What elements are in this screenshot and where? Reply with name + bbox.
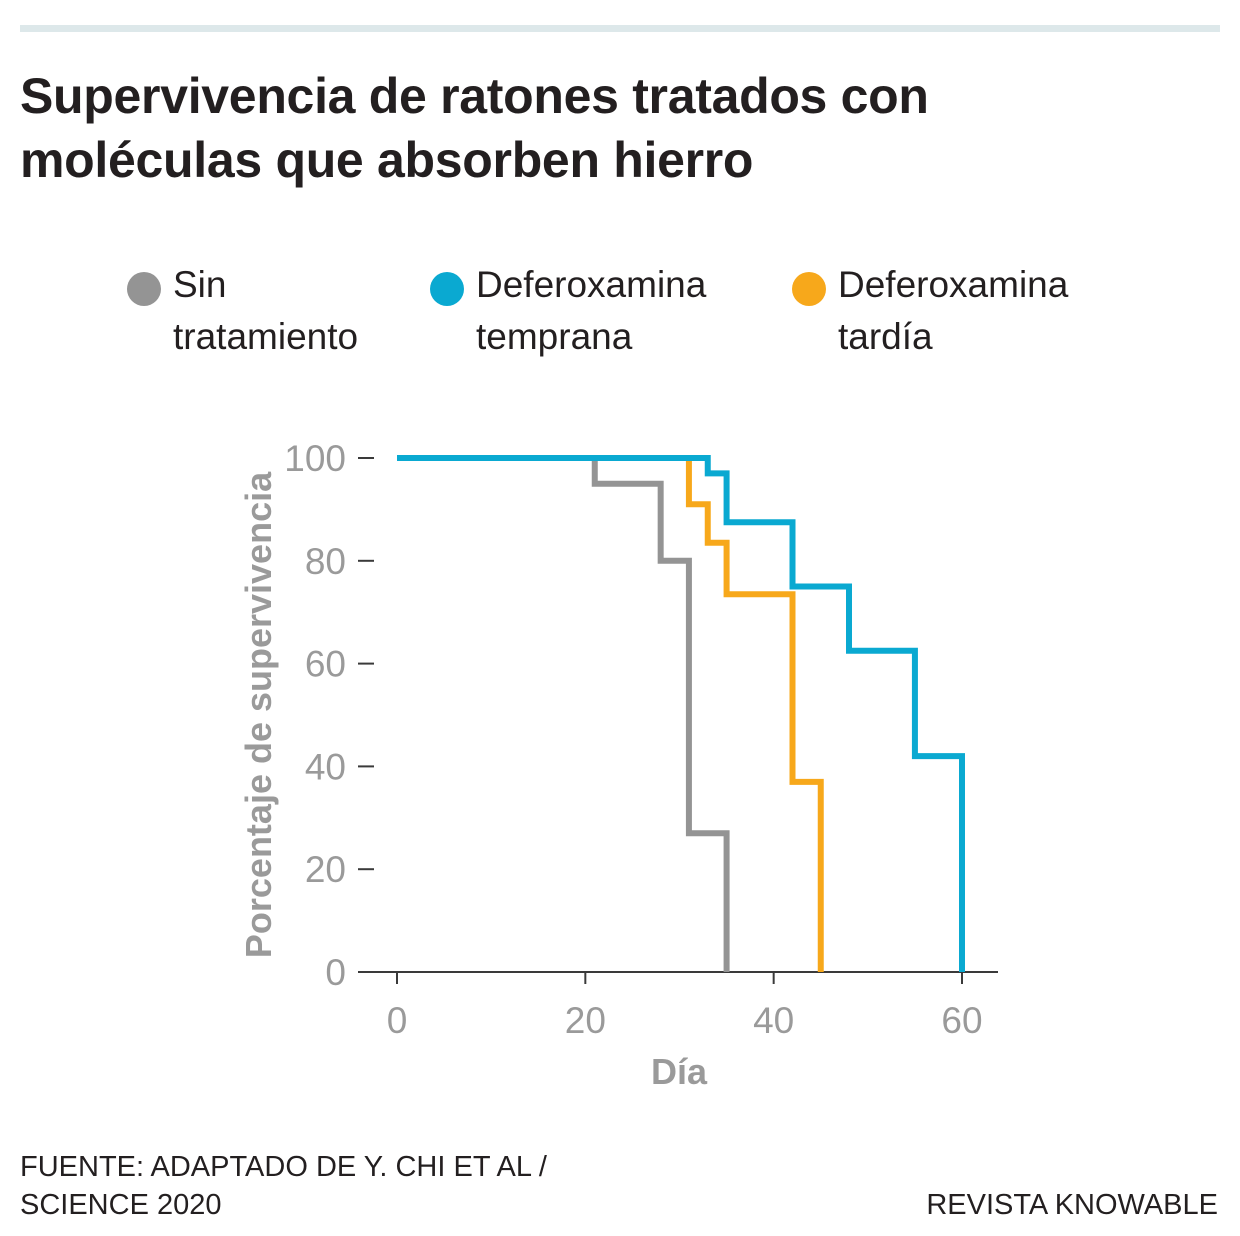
- source-line-1: FUENTE: ADAPTADO DE Y. CHI ET AL /: [20, 1151, 547, 1183]
- source-note: FUENTE: ADAPTADO DE Y. CHI ET AL / SCIEN…: [20, 1148, 547, 1224]
- y-tick-label: 40: [305, 746, 346, 787]
- legend-item-sin-tratamiento: Sin tratamiento: [127, 264, 358, 363]
- credit: REVISTA KNOWABLE: [926, 1189, 1218, 1221]
- legend-label-line-2: tratamiento: [173, 316, 359, 357]
- title-line-2: moléculas que absorben hierro: [20, 132, 754, 188]
- legend-swatch-sin-tratamiento: [127, 272, 161, 306]
- y-axis-title: Porcentaje de supervivencia: [238, 471, 279, 958]
- x-tick-label: 0: [387, 1000, 408, 1041]
- y-tick-label: 100: [284, 438, 346, 479]
- series-line-deferoxamina-tard-a: [397, 455, 824, 972]
- legend-label-deferoxamina-tardia: Deferoxamina tardía: [838, 259, 1068, 363]
- y-tick-label: 0: [325, 952, 346, 993]
- legend-swatch-deferoxamina-tardia: [792, 272, 826, 306]
- legend-label-line-2: temprana: [476, 316, 633, 357]
- chart-title: Supervivencia de ratones tratados con mo…: [20, 64, 1200, 192]
- legend-item-deferoxamina-tardia: Deferoxamina tardía: [792, 264, 1068, 363]
- legend-label-line-1: Sin: [173, 264, 227, 305]
- x-tick-label: 60: [941, 1000, 982, 1041]
- source-line-2: SCIENCE 2020: [20, 1189, 222, 1221]
- legend-label-line-1: Deferoxamina: [838, 264, 1069, 305]
- top-rule: [20, 25, 1220, 32]
- series-line-deferoxamina-temprana: [397, 455, 965, 972]
- chart-axes: 0 20 40 60 0 20 40 60 80 100 Día Porcentaje de supe…: [238, 438, 998, 1092]
- legend-label-line-2: tardía: [838, 316, 933, 357]
- legend-item-deferoxamina-temprana: Deferoxamina temprana: [430, 264, 706, 363]
- legend-swatch-deferoxamina-temprana: [430, 272, 464, 306]
- chart-series: [397, 455, 965, 972]
- legend-label-sin-tratamiento: Sin tratamiento: [173, 259, 358, 363]
- y-tick-label: 80: [305, 541, 346, 582]
- y-tick-label: 20: [305, 849, 346, 890]
- x-tick-label: 20: [565, 1000, 606, 1041]
- x-tick-label: 40: [753, 1000, 794, 1041]
- x-axis-title: Día: [651, 1051, 708, 1092]
- legend-label-deferoxamina-temprana: Deferoxamina temprana: [476, 259, 706, 363]
- y-tick-label: 60: [305, 644, 346, 685]
- series-line-sin-tratamiento: [397, 455, 730, 972]
- legend-label-line-1: Deferoxamina: [476, 264, 707, 305]
- title-line-1: Supervivencia de ratones tratados con: [20, 68, 929, 124]
